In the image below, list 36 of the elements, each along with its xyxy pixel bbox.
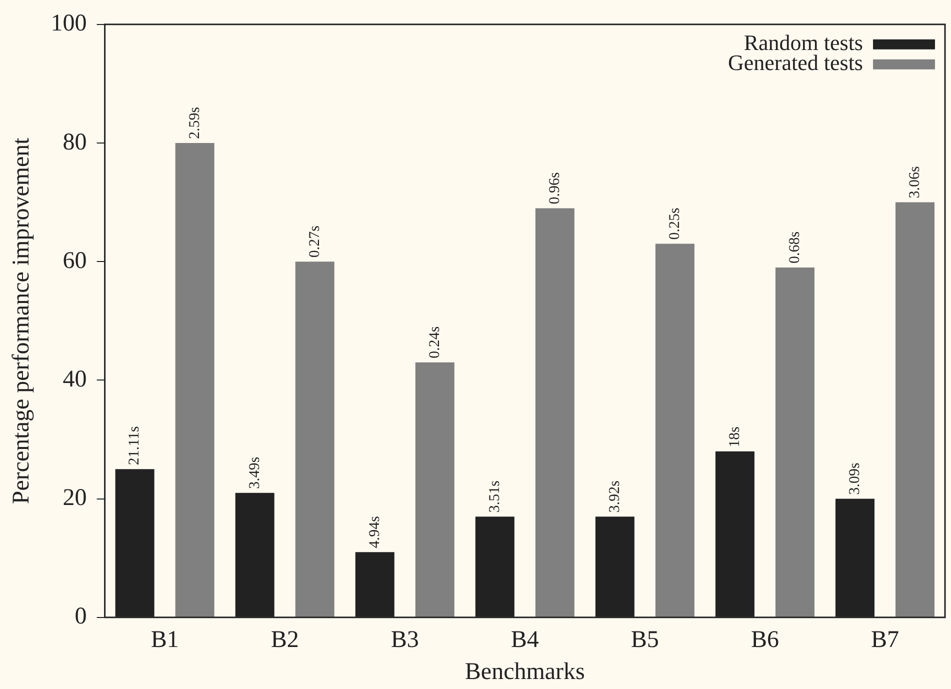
annotation: 21.11s (126, 426, 143, 466)
x-tick-label: B2 (270, 627, 299, 654)
bar (895, 202, 934, 617)
annotation: 3.92s (606, 480, 623, 513)
annotation: 0.24s (426, 326, 443, 358)
y-tick-label: 60 (62, 248, 87, 274)
bar (655, 244, 694, 617)
annotation: 0.96s (546, 172, 563, 204)
bar (175, 143, 214, 617)
annotation: 2.59s (186, 106, 203, 139)
y-tick-label: 100 (50, 10, 87, 37)
x-tick-label: B5 (630, 627, 659, 654)
x-tick-label: B1 (150, 627, 179, 654)
bar (415, 362, 454, 617)
y-tick-label: 20 (62, 485, 87, 512)
bar (775, 268, 814, 617)
x-tick-label: B3 (390, 627, 419, 654)
y-tick-label: 0 (74, 604, 87, 630)
y-tick-label: 40 (62, 366, 87, 392)
annotation: 18s (726, 426, 743, 448)
annotation: 0.25s (666, 208, 683, 240)
x-axis-title: Benchmarks (464, 658, 585, 685)
x-tick-label: B7 (870, 627, 899, 654)
annotation: 3.49s (246, 456, 263, 489)
x-tick-label: B4 (510, 627, 539, 654)
annotation: 0.68s (786, 231, 803, 264)
annotation: 3.51s (486, 480, 503, 513)
annotation: 3.06s (906, 166, 923, 198)
x-tick-label: B6 (750, 627, 779, 654)
bar (295, 262, 334, 617)
y-axis-title: Percentage performance improvement (8, 137, 35, 504)
y-tick-label: 80 (62, 129, 87, 156)
annotation: 3.09s (846, 462, 863, 495)
annotation: 4.94s (366, 516, 383, 548)
annotation: 0.27s (306, 225, 323, 258)
bar (535, 208, 574, 617)
